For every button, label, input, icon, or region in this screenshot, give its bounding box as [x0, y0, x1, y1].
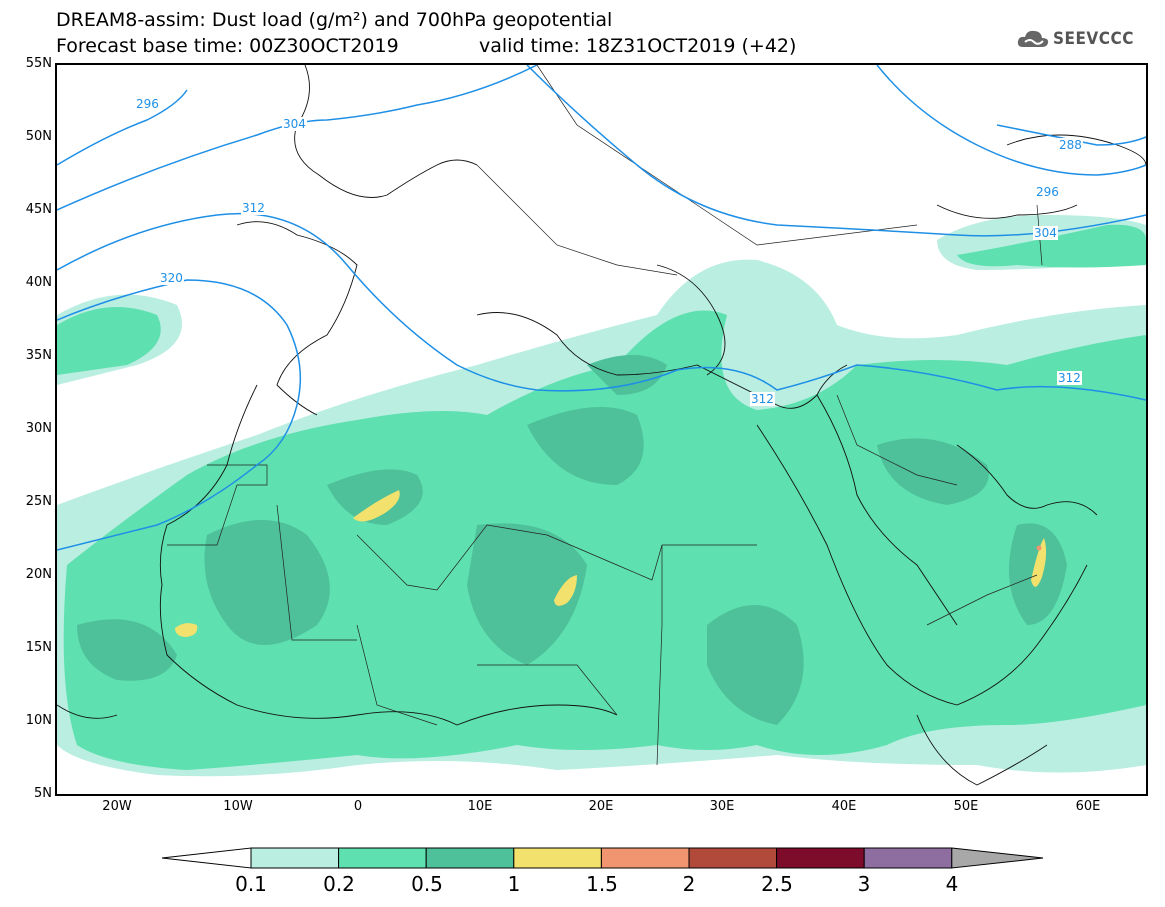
lat-label: 40N: [25, 275, 52, 290]
contour-label: 320: [159, 271, 184, 285]
lon-label: 10E: [467, 799, 493, 814]
colorbar-label: 0.2: [323, 872, 355, 896]
contour-label: 304: [282, 117, 307, 131]
colorbar: [161, 847, 1044, 869]
coastlines: [57, 65, 1146, 786]
chart-title: DREAM8-assim: Dust load (g/m²) and 700hP…: [56, 9, 613, 31]
colorbar-swatch: [863, 847, 953, 869]
colorbar-swatch: [338, 847, 427, 869]
colorbar-label: 3: [857, 872, 871, 896]
colorbar-label: 1.5: [586, 872, 618, 896]
lat-label: 20N: [25, 567, 52, 582]
contour-label: 296: [135, 97, 160, 111]
lat-label: 35N: [25, 348, 52, 363]
lat-label: 50N: [25, 129, 52, 144]
lon-label: 40E: [831, 799, 857, 814]
contour-label: 288: [1058, 138, 1083, 152]
colorbar-label: 2: [682, 872, 696, 896]
dust-layer-medium: [57, 224, 1146, 770]
contour-label: 312: [241, 201, 266, 215]
dust-load-map: [57, 65, 1146, 786]
lon-label: 60E: [1075, 799, 1101, 814]
colorbar-label: 4: [945, 872, 959, 896]
lat-label: 55N: [25, 56, 52, 71]
colorbar-right-arrow: [951, 847, 1044, 869]
lat-label: 5N: [34, 786, 52, 801]
lon-label: 0: [353, 799, 363, 814]
contour-label: 304: [1033, 226, 1058, 240]
lon-label: 20E: [588, 799, 614, 814]
colorbar-left-arrow: [161, 847, 252, 869]
valid-time: valid time: 18Z31OCT2019 (+42): [479, 35, 797, 57]
contour-label: 296: [1035, 185, 1060, 199]
colorbar-swatch: [425, 847, 515, 869]
colorbar-label: 1: [507, 872, 521, 896]
lon-label: 20W: [102, 799, 132, 814]
lat-label: 45N: [25, 202, 52, 217]
dust-layer-yellow: [175, 490, 1047, 637]
colorbar-label: 2.5: [761, 872, 793, 896]
colorbar-swatch: [513, 847, 602, 869]
seevccc-logo: SEEVCCC: [1016, 28, 1134, 50]
colorbar-swatch: [250, 847, 340, 869]
lat-label: 25N: [25, 494, 52, 509]
colorbar-label: 0.1: [235, 872, 267, 896]
dust-spot-orange: [1036, 545, 1042, 551]
colorbar-swatch: [776, 847, 865, 869]
contour-label: 312: [750, 392, 775, 406]
logo-text: SEEVCCC: [1053, 29, 1134, 49]
lat-label: 15N: [25, 640, 52, 655]
lat-label: 30N: [25, 421, 52, 436]
colorbar-swatch: [688, 847, 778, 869]
lon-label: 50E: [953, 799, 979, 814]
lon-label: 30E: [709, 799, 735, 814]
contour-label: 312: [1057, 371, 1082, 385]
cloud-icon: [1017, 30, 1049, 47]
colorbar-swatch: [600, 847, 690, 869]
lat-label: 10N: [25, 713, 52, 728]
forecast-base-time: Forecast base time: 00Z30OCT2019: [56, 35, 399, 57]
lon-label: 10W: [223, 799, 253, 814]
map-panel: 296 304 312 320 288 296 304 312 312: [55, 63, 1148, 796]
colorbar-label: 0.5: [411, 872, 443, 896]
